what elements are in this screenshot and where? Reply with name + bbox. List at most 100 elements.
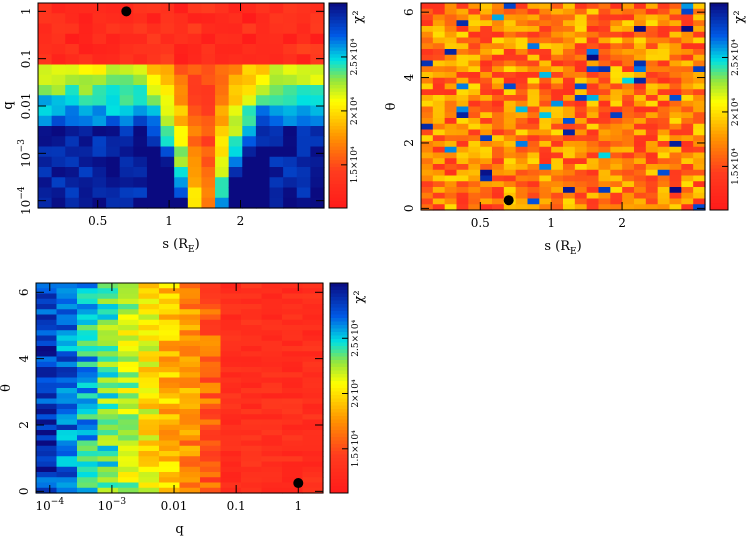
heatmap-cell <box>310 187 325 199</box>
x-tick-label-base: 1 <box>547 216 555 230</box>
heatmap-cell <box>200 309 222 316</box>
heatmap-cell <box>138 319 160 326</box>
heatmap-cell <box>51 197 66 209</box>
heatmap-cell <box>241 367 263 373</box>
heatmap-cell <box>598 164 611 171</box>
heatmap-cell <box>78 13 94 25</box>
colorbar-segment <box>329 146 347 151</box>
heatmap-cell <box>160 33 175 45</box>
heatmap-cell <box>283 13 298 25</box>
heatmap-cell <box>693 123 706 131</box>
heatmap-cell <box>97 435 119 442</box>
heatmap-cell <box>456 60 469 67</box>
heatmap-cell <box>539 100 552 108</box>
heatmap-cell <box>622 26 635 33</box>
heatmap-cell <box>269 44 284 55</box>
heatmap-cell <box>574 187 588 194</box>
heatmap-cell <box>133 13 148 25</box>
heatmap-cell <box>432 118 446 125</box>
heatmap-cell <box>296 95 311 107</box>
colorbar-segment <box>710 172 728 176</box>
heatmap-cell <box>220 482 242 489</box>
heatmap-cell <box>515 129 529 136</box>
heatmap-cell <box>598 66 611 73</box>
heatmap-cell <box>282 367 304 373</box>
heatmap-cell <box>159 304 181 310</box>
heatmap-cell <box>444 141 458 148</box>
heatmap-cell <box>160 126 175 137</box>
heatmap-cell <box>138 314 160 321</box>
heatmap-cell <box>527 181 540 188</box>
colorbar-segment <box>710 151 728 156</box>
heatmap-cell <box>563 164 576 171</box>
heatmap-cell <box>421 77 434 85</box>
colorbar-segment <box>710 158 728 163</box>
heatmap-cell <box>133 33 148 45</box>
colorbar-segment <box>710 27 728 32</box>
heatmap-cell <box>160 64 175 76</box>
heatmap-cell <box>282 388 304 394</box>
heatmap-cell <box>215 105 230 117</box>
heatmap-cell <box>296 126 311 137</box>
heatmap-cell <box>159 309 181 316</box>
heatmap-cell <box>634 95 647 102</box>
heatmap-cell <box>480 49 493 56</box>
heatmap-cell <box>503 8 517 16</box>
heatmap-cell <box>97 403 119 410</box>
colorbar-segment <box>710 13 728 18</box>
heatmap-cell <box>215 167 230 178</box>
heatmap-cell <box>159 351 181 358</box>
heatmap-cell <box>36 372 58 379</box>
heatmap-cell <box>200 388 222 394</box>
heatmap-cell <box>118 298 140 305</box>
heatmap-cell <box>77 377 99 384</box>
heatmap-cell <box>610 49 623 56</box>
heatmap-cell <box>56 487 78 494</box>
heatmap-cell <box>634 89 647 96</box>
heatmap-cell <box>187 177 203 189</box>
heatmap-cell <box>159 367 181 373</box>
heatmap-cell <box>65 136 80 148</box>
heatmap-cell <box>480 123 493 131</box>
heatmap-cell <box>681 60 694 67</box>
heatmap-cell <box>645 3 659 10</box>
heatmap-cell <box>444 192 458 200</box>
colorbar-segment <box>329 16 347 21</box>
colorbar-segment <box>710 85 728 90</box>
heatmap-cell <box>77 435 99 442</box>
heatmap-cell <box>36 335 58 342</box>
heatmap-cell <box>118 398 140 405</box>
heatmap-cell <box>515 164 529 171</box>
heatmap-cell <box>241 398 263 405</box>
heatmap-cell <box>669 192 682 200</box>
colorbar-segment <box>329 129 347 134</box>
x-tick-label: 1 <box>294 499 302 513</box>
heatmap-cell <box>269 126 284 137</box>
heatmap-cell <box>586 141 600 148</box>
heatmap-cell <box>77 430 99 436</box>
heatmap-cell <box>310 85 325 96</box>
heatmap-cell <box>241 482 263 489</box>
heatmap-cell <box>432 54 446 62</box>
heatmap-cell <box>283 105 298 117</box>
heatmap-cell <box>215 44 230 55</box>
heatmap-cell <box>598 146 611 154</box>
heatmap-cell <box>261 477 283 484</box>
heatmap-cell <box>269 95 284 107</box>
y-tick-label-base: 2 <box>17 421 31 429</box>
colorbar-segment <box>329 156 347 161</box>
heatmap-cell <box>681 66 694 73</box>
heatmap-cell <box>645 152 659 159</box>
heatmap-cell <box>622 192 635 200</box>
heatmap-cells <box>36 283 324 494</box>
heatmap-cell <box>444 169 458 177</box>
heatmap-cell <box>269 167 284 178</box>
heatmap-cell <box>480 112 493 119</box>
heatmap-cell <box>574 43 588 50</box>
colorbar-segment <box>710 178 728 183</box>
heatmap-cell <box>228 115 243 127</box>
heatmap-cell <box>634 106 647 113</box>
heatmap-cell <box>432 83 446 90</box>
heatmap-cell <box>444 187 458 194</box>
